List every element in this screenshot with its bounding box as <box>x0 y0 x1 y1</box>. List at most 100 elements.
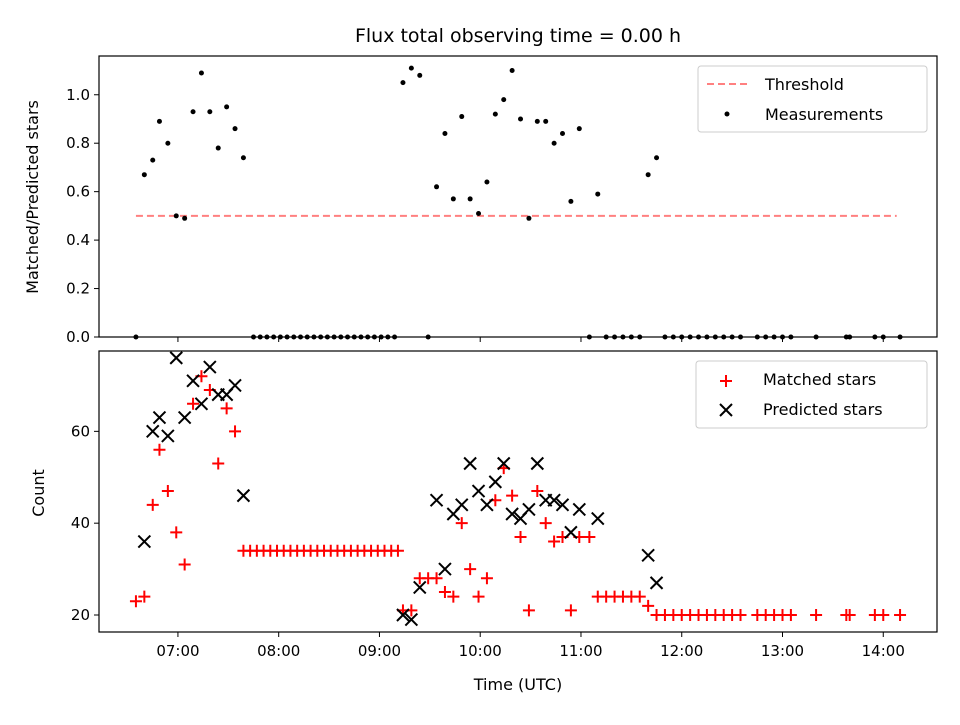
predicted-stars-point <box>194 397 209 411</box>
top-y-tick-label: 1.0 <box>66 86 90 104</box>
threshold-legend-label: Threshold <box>764 75 844 94</box>
measurements-point <box>654 155 660 161</box>
matched-stars-point <box>539 517 552 530</box>
measurements-point <box>156 118 162 124</box>
matched-stars-point <box>138 590 151 603</box>
measurements-point <box>417 72 423 78</box>
bottom-x-tick-label: 13:00 <box>761 642 804 660</box>
predicted-stars-point <box>555 498 570 512</box>
bottom-panel: 20 40 60 07:00 08:00 09:00 10:00 11:00 12:00 13:… <box>29 350 938 694</box>
measurements-point <box>215 145 221 151</box>
predicted-stars-point <box>438 562 452 576</box>
measurements-point <box>484 179 490 185</box>
bottom-axes-frame <box>98 350 938 633</box>
matched-stars-point <box>455 517 468 530</box>
matched-stars-point <box>843 609 856 622</box>
top-panel: 0.0 0.2 0.4 0.6 0.8 1.0 Matched/Predicted sta… <box>23 55 938 346</box>
top-y-tick-label: 0.8 <box>66 134 90 152</box>
bottom-legend: Matched stars Predicted stars <box>695 360 928 429</box>
matched-stars-point <box>447 590 460 603</box>
matched-stars-point <box>391 544 404 557</box>
bottom-x-tick-label: 11:00 <box>559 642 602 660</box>
matched-stars-point <box>161 485 174 498</box>
top-axes-frame <box>98 55 938 338</box>
measurements-point <box>165 140 171 146</box>
predicted-stars-point <box>530 456 545 471</box>
measurements-point <box>645 172 651 178</box>
bottom-x-tick-label: 09:00 <box>358 642 401 660</box>
bottom-x-tick-label: 14:00 <box>862 642 905 660</box>
top-x-axis <box>177 337 884 342</box>
top-y-axis-label: Matched/Predicted stars <box>23 100 42 294</box>
top-y-axis: 0.0 0.2 0.4 0.6 0.8 1.0 <box>66 86 99 346</box>
measurements-legend-swatch <box>724 111 730 117</box>
bottom-y-axis: 20 40 60 <box>71 422 99 624</box>
bottom-x-tick-label: 10:00 <box>459 642 502 660</box>
predicted-legend-label: Predicted stars <box>763 400 883 419</box>
top-y-tick-label: 0.2 <box>66 280 90 298</box>
matched-stars-point <box>146 498 159 511</box>
measurements-point <box>150 157 156 163</box>
matched-stars-point <box>438 586 451 599</box>
matched-stars-point <box>129 595 142 608</box>
top-chart-title: Flux total observing time = 0.00 h <box>355 25 681 47</box>
measurements-point <box>190 109 196 115</box>
matched-stars-point <box>430 572 443 585</box>
measurements-point <box>459 114 465 120</box>
predicted-stars-point <box>137 534 152 549</box>
measurements-point <box>224 104 230 110</box>
matched-stars-point <box>464 563 477 576</box>
bottom-x-tick-label: 12:00 <box>660 642 703 660</box>
matched-stars-point <box>472 590 485 603</box>
bottom-x-axis: 07:00 08:00 09:00 10:00 11:00 12:00 13:00 14:00 <box>156 632 905 660</box>
matched-stars-point <box>531 485 544 498</box>
measurements-point <box>198 70 204 76</box>
predicted-stars-point <box>404 612 419 627</box>
measurements-point <box>467 196 473 202</box>
bottom-y-tick-label: 40 <box>71 514 90 532</box>
predicted-stars-point <box>161 429 175 443</box>
measurements-point <box>141 172 147 178</box>
measurements-point <box>568 198 574 204</box>
predicted-stars-point <box>572 502 587 517</box>
predicted-stars-point <box>186 374 200 388</box>
measurements-point <box>434 184 440 190</box>
predicted-stars-point <box>146 424 160 439</box>
measurements-point <box>182 215 188 221</box>
bottom-plot-area <box>129 351 907 627</box>
matched-stars-point <box>894 609 907 622</box>
predicted-stars-point <box>471 484 486 498</box>
matched-stars-point <box>506 489 519 502</box>
matched-stars-point <box>734 609 747 622</box>
predicted-stars-point <box>649 576 664 590</box>
predicted-stars-point <box>396 608 410 622</box>
predicted-stars-point <box>203 360 217 374</box>
measurements-point <box>442 131 448 137</box>
bottom-y-axis-label: Count <box>29 469 48 517</box>
measurements-point <box>509 68 515 74</box>
predicted-stars-point <box>564 525 578 540</box>
measurements-point <box>501 97 507 103</box>
measurements-point <box>207 109 213 115</box>
matched-stars-point <box>548 535 561 548</box>
predicted-stars-point <box>413 580 427 595</box>
measurements-point <box>576 126 582 132</box>
bottom-x-tick-label: 07:00 <box>156 642 199 660</box>
predicted-stars-point <box>228 378 242 393</box>
measurements-point <box>476 210 482 216</box>
measurements-point <box>543 118 549 124</box>
matched-stars-point <box>178 558 191 571</box>
measurements-point <box>232 126 238 132</box>
matched-stars-point <box>564 604 577 617</box>
top-y-tick-label: 0.6 <box>66 183 90 201</box>
measurements-point <box>518 116 524 122</box>
matched-stars-point <box>583 530 596 543</box>
measurements-point <box>560 131 566 137</box>
predicted-stars-point <box>505 507 519 521</box>
measurements-legend-label: Measurements <box>765 105 883 124</box>
predicted-stars-point <box>455 498 469 512</box>
measurements-point <box>173 213 179 219</box>
matched-stars-point <box>480 572 493 585</box>
matched-stars-point <box>522 604 535 617</box>
